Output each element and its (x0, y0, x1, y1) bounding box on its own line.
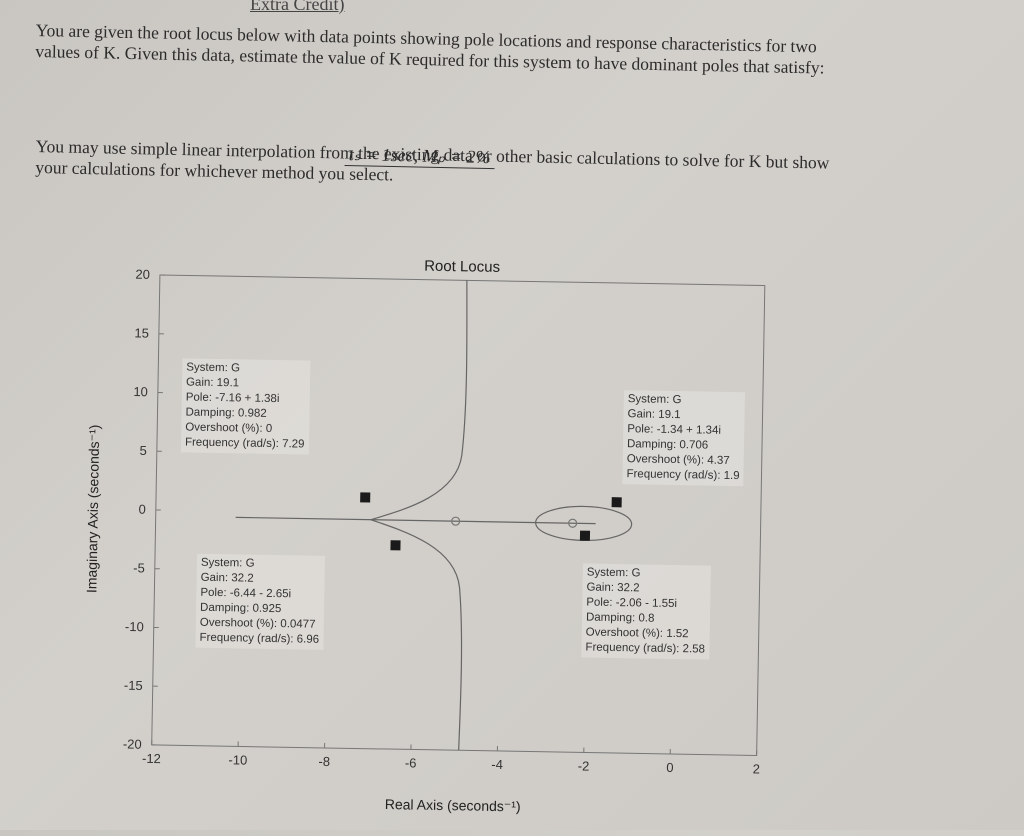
x-tick-label: 0 (666, 760, 673, 775)
x-tick-label: 2 (753, 761, 760, 776)
y-tick-label: -5 (133, 560, 145, 575)
x-tick-label: -8 (318, 754, 330, 769)
plot-area (152, 275, 765, 755)
pole-marker (580, 531, 590, 541)
x-tick-label: -4 (491, 757, 503, 772)
y-tick-label: -20 (123, 736, 142, 751)
datatip-2: System: G Gain: 32.2 Pole: -6.44 - 2.65i… (195, 554, 324, 650)
pole-marker (612, 497, 622, 507)
locus-branch-lower (367, 520, 464, 751)
x-tick-label: -6 (405, 755, 417, 770)
y-tick-label: 5 (139, 443, 146, 458)
pole-marker (390, 540, 400, 550)
y-tick-label: 20 (135, 267, 150, 282)
datatip-frequency: Frequency (rad/s): 6.96 (199, 631, 319, 648)
y-tick-label: -15 (124, 678, 143, 693)
x-tick-label: -10 (228, 752, 247, 767)
problem-statement: You are given the root locus below with … (35, 20, 866, 79)
datatip-3: System: G Gain: 19.1 Pole: -1.34 + 1.34i… (622, 390, 745, 486)
root-locus-figure: Root Locus Real Axis (seconds⁻¹) Imagina… (70, 249, 800, 831)
locus-branch-upper (371, 279, 468, 522)
y-tick-label: 0 (138, 502, 145, 517)
datatip-frequency: Frequency (rad/s): 7.29 (185, 435, 305, 452)
locus-branches (232, 276, 636, 753)
y-tick-label: -10 (125, 619, 144, 634)
datatip-4: System: G Gain: 32.2 Pole: -2.06 - 1.55i… (581, 563, 710, 659)
datatip-frequency: Frequency (rad/s): 2.58 (585, 640, 705, 657)
x-tick-label: -2 (578, 758, 590, 773)
datatip-1: System: G Gain: 19.1 Pole: -7.16 + 1.38i… (181, 358, 310, 454)
locus-branch-real-axis (236, 517, 596, 523)
y-tick-label: 10 (133, 384, 148, 399)
x-tick-label: -12 (142, 751, 161, 766)
datatip-frequency: Frequency (rad/s): 1.9 (626, 467, 739, 484)
x-axis-label: Real Axis (seconds⁻¹) (385, 796, 521, 814)
y-axis-label: Imaginary Axis (seconds⁻¹) (83, 425, 102, 594)
y-tick-label: 15 (134, 325, 149, 340)
pole-marker (360, 492, 370, 502)
root-locus-plot: Root Locus Real Axis (seconds⁻¹) Imagina… (70, 249, 800, 831)
chart-title: Root Locus (424, 258, 500, 276)
instructions: You may use simple linear interpolation … (35, 136, 866, 195)
section-heading: Extra Credit) (250, 0, 344, 15)
